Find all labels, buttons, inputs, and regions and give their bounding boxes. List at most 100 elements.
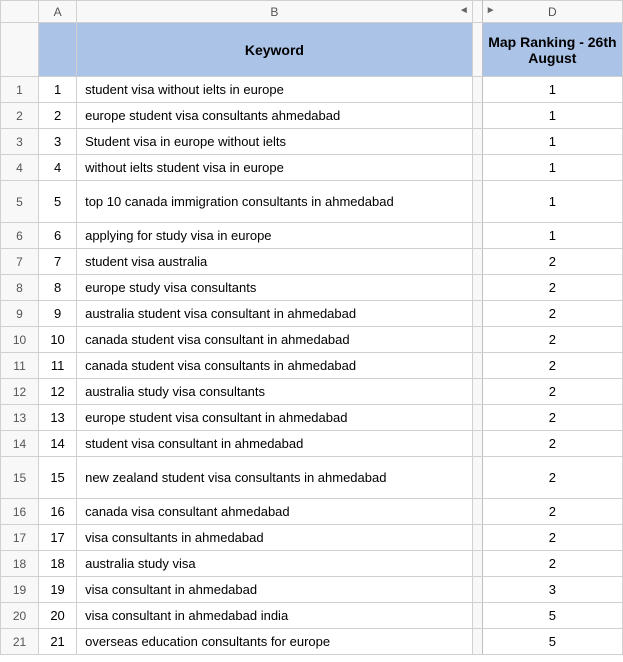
collapse-left-icon[interactable]: ◄ (459, 5, 469, 16)
cell-ranking[interactable]: 3 (482, 577, 622, 603)
cell-keyword[interactable]: canada student visa consultants in ahmed… (77, 353, 473, 379)
cell-index[interactable]: 11 (39, 353, 77, 379)
cell-keyword[interactable]: europe student visa consultant in ahmeda… (77, 405, 473, 431)
column-header-b[interactable]: B ◄ (77, 1, 473, 23)
table-row: 88europe study visa consultants2 (1, 275, 623, 301)
cell-keyword[interactable]: canada visa consultant ahmedabad (77, 499, 473, 525)
cell-keyword[interactable]: overseas education consultants for europ… (77, 629, 473, 655)
cell-ranking[interactable]: 2 (482, 353, 622, 379)
row-number-label[interactable]: 20 (1, 603, 39, 629)
row-number-label[interactable]: 6 (1, 223, 39, 249)
row-number-label[interactable]: 1 (1, 77, 39, 103)
cell-keyword[interactable]: Student visa in europe without ielts (77, 129, 473, 155)
collapse-right-icon[interactable]: ► (486, 5, 496, 16)
cell-ranking[interactable]: 1 (482, 77, 622, 103)
cell-keyword[interactable]: without ielts student visa in europe (77, 155, 473, 181)
cell-index[interactable]: 2 (39, 103, 77, 129)
cell-ranking[interactable]: 1 (482, 103, 622, 129)
row-number-label[interactable]: 10 (1, 327, 39, 353)
row-number-label[interactable]: 18 (1, 551, 39, 577)
header-cell-ranking[interactable]: Map Ranking - 26th August (482, 23, 622, 77)
row-number-label[interactable]: 5 (1, 181, 39, 223)
cell-index[interactable]: 18 (39, 551, 77, 577)
cell-ranking[interactable]: 2 (482, 525, 622, 551)
cell-ranking[interactable]: 1 (482, 181, 622, 223)
row-number-label[interactable]: 9 (1, 301, 39, 327)
cell-index[interactable]: 21 (39, 629, 77, 655)
cell-keyword[interactable]: visa consultants in ahmedabad (77, 525, 473, 551)
cell-ranking[interactable]: 2 (482, 551, 622, 577)
row-number-label[interactable]: 8 (1, 275, 39, 301)
row-number-label[interactable]: 15 (1, 457, 39, 499)
cell-keyword[interactable]: europe student visa consultants ahmedaba… (77, 103, 473, 129)
cell-ranking[interactable]: 2 (482, 499, 622, 525)
cell-ranking[interactable]: 2 (482, 275, 622, 301)
header-cell-a[interactable] (39, 23, 77, 77)
cell-ranking[interactable]: 1 (482, 223, 622, 249)
cell-ranking[interactable]: 2 (482, 379, 622, 405)
cell-index[interactable]: 17 (39, 525, 77, 551)
row-gap (472, 181, 482, 223)
row-number-label[interactable]: 14 (1, 431, 39, 457)
row-number-label[interactable]: 3 (1, 129, 39, 155)
cell-index[interactable]: 16 (39, 499, 77, 525)
row-number-label[interactable]: 12 (1, 379, 39, 405)
cell-index[interactable]: 20 (39, 603, 77, 629)
cell-keyword[interactable]: europe study visa consultants (77, 275, 473, 301)
row-gap (472, 379, 482, 405)
cell-index[interactable]: 6 (39, 223, 77, 249)
cell-ranking[interactable]: 1 (482, 155, 622, 181)
cell-index[interactable]: 12 (39, 379, 77, 405)
row-number-label[interactable]: 7 (1, 249, 39, 275)
cell-keyword[interactable]: visa consultant in ahmedabad (77, 577, 473, 603)
cell-ranking[interactable]: 2 (482, 327, 622, 353)
cell-keyword[interactable]: australia study visa consultants (77, 379, 473, 405)
cell-index[interactable]: 15 (39, 457, 77, 499)
cell-index[interactable]: 8 (39, 275, 77, 301)
cell-keyword[interactable]: australia student visa consultant in ahm… (77, 301, 473, 327)
cell-index[interactable]: 3 (39, 129, 77, 155)
row-number-label[interactable]: 17 (1, 525, 39, 551)
cell-ranking[interactable]: 2 (482, 301, 622, 327)
select-all-corner[interactable] (1, 1, 39, 23)
cell-ranking[interactable]: 5 (482, 629, 622, 655)
cell-index[interactable]: 7 (39, 249, 77, 275)
table-row: 1414student visa consultant in ahmedabad… (1, 431, 623, 457)
cell-index[interactable]: 4 (39, 155, 77, 181)
cell-index[interactable]: 1 (39, 77, 77, 103)
cell-keyword[interactable]: top 10 canada immigration consultants in… (77, 181, 473, 223)
cell-keyword[interactable]: applying for study visa in europe (77, 223, 473, 249)
table-row: 77student visa australia2 (1, 249, 623, 275)
cell-index[interactable]: 13 (39, 405, 77, 431)
cell-keyword[interactable]: student visa australia (77, 249, 473, 275)
cell-index[interactable]: 9 (39, 301, 77, 327)
row-number-label[interactable]: 19 (1, 577, 39, 603)
row-number-label[interactable]: 11 (1, 353, 39, 379)
cell-ranking[interactable]: 2 (482, 405, 622, 431)
header-cell-keyword[interactable]: Keyword (77, 23, 473, 77)
column-header-d[interactable]: ► D (482, 1, 622, 23)
cell-keyword[interactable]: student visa consultant in ahmedabad (77, 431, 473, 457)
cell-ranking[interactable]: 1 (482, 129, 622, 155)
cell-index[interactable]: 5 (39, 181, 77, 223)
cell-keyword[interactable]: australia study visa (77, 551, 473, 577)
column-header-a[interactable]: A (39, 1, 77, 23)
cell-keyword[interactable]: canada student visa consultant in ahmeda… (77, 327, 473, 353)
cell-index[interactable]: 19 (39, 577, 77, 603)
cell-keyword[interactable]: new zealand student visa consultants in … (77, 457, 473, 499)
row-number-label[interactable]: 2 (1, 103, 39, 129)
header-row-label[interactable] (1, 23, 39, 77)
row-number-label[interactable]: 13 (1, 405, 39, 431)
cell-index[interactable]: 10 (39, 327, 77, 353)
cell-keyword[interactable]: visa consultant in ahmedabad india (77, 603, 473, 629)
row-number-label[interactable]: 16 (1, 499, 39, 525)
cell-ranking[interactable]: 2 (482, 431, 622, 457)
cell-ranking[interactable]: 2 (482, 457, 622, 499)
cell-ranking[interactable]: 5 (482, 603, 622, 629)
cell-keyword[interactable]: student visa without ielts in europe (77, 77, 473, 103)
cell-index[interactable]: 14 (39, 431, 77, 457)
row-number-label[interactable]: 4 (1, 155, 39, 181)
cell-ranking[interactable]: 2 (482, 249, 622, 275)
row-number-label[interactable]: 21 (1, 629, 39, 655)
hidden-column-gap[interactable] (472, 1, 482, 23)
